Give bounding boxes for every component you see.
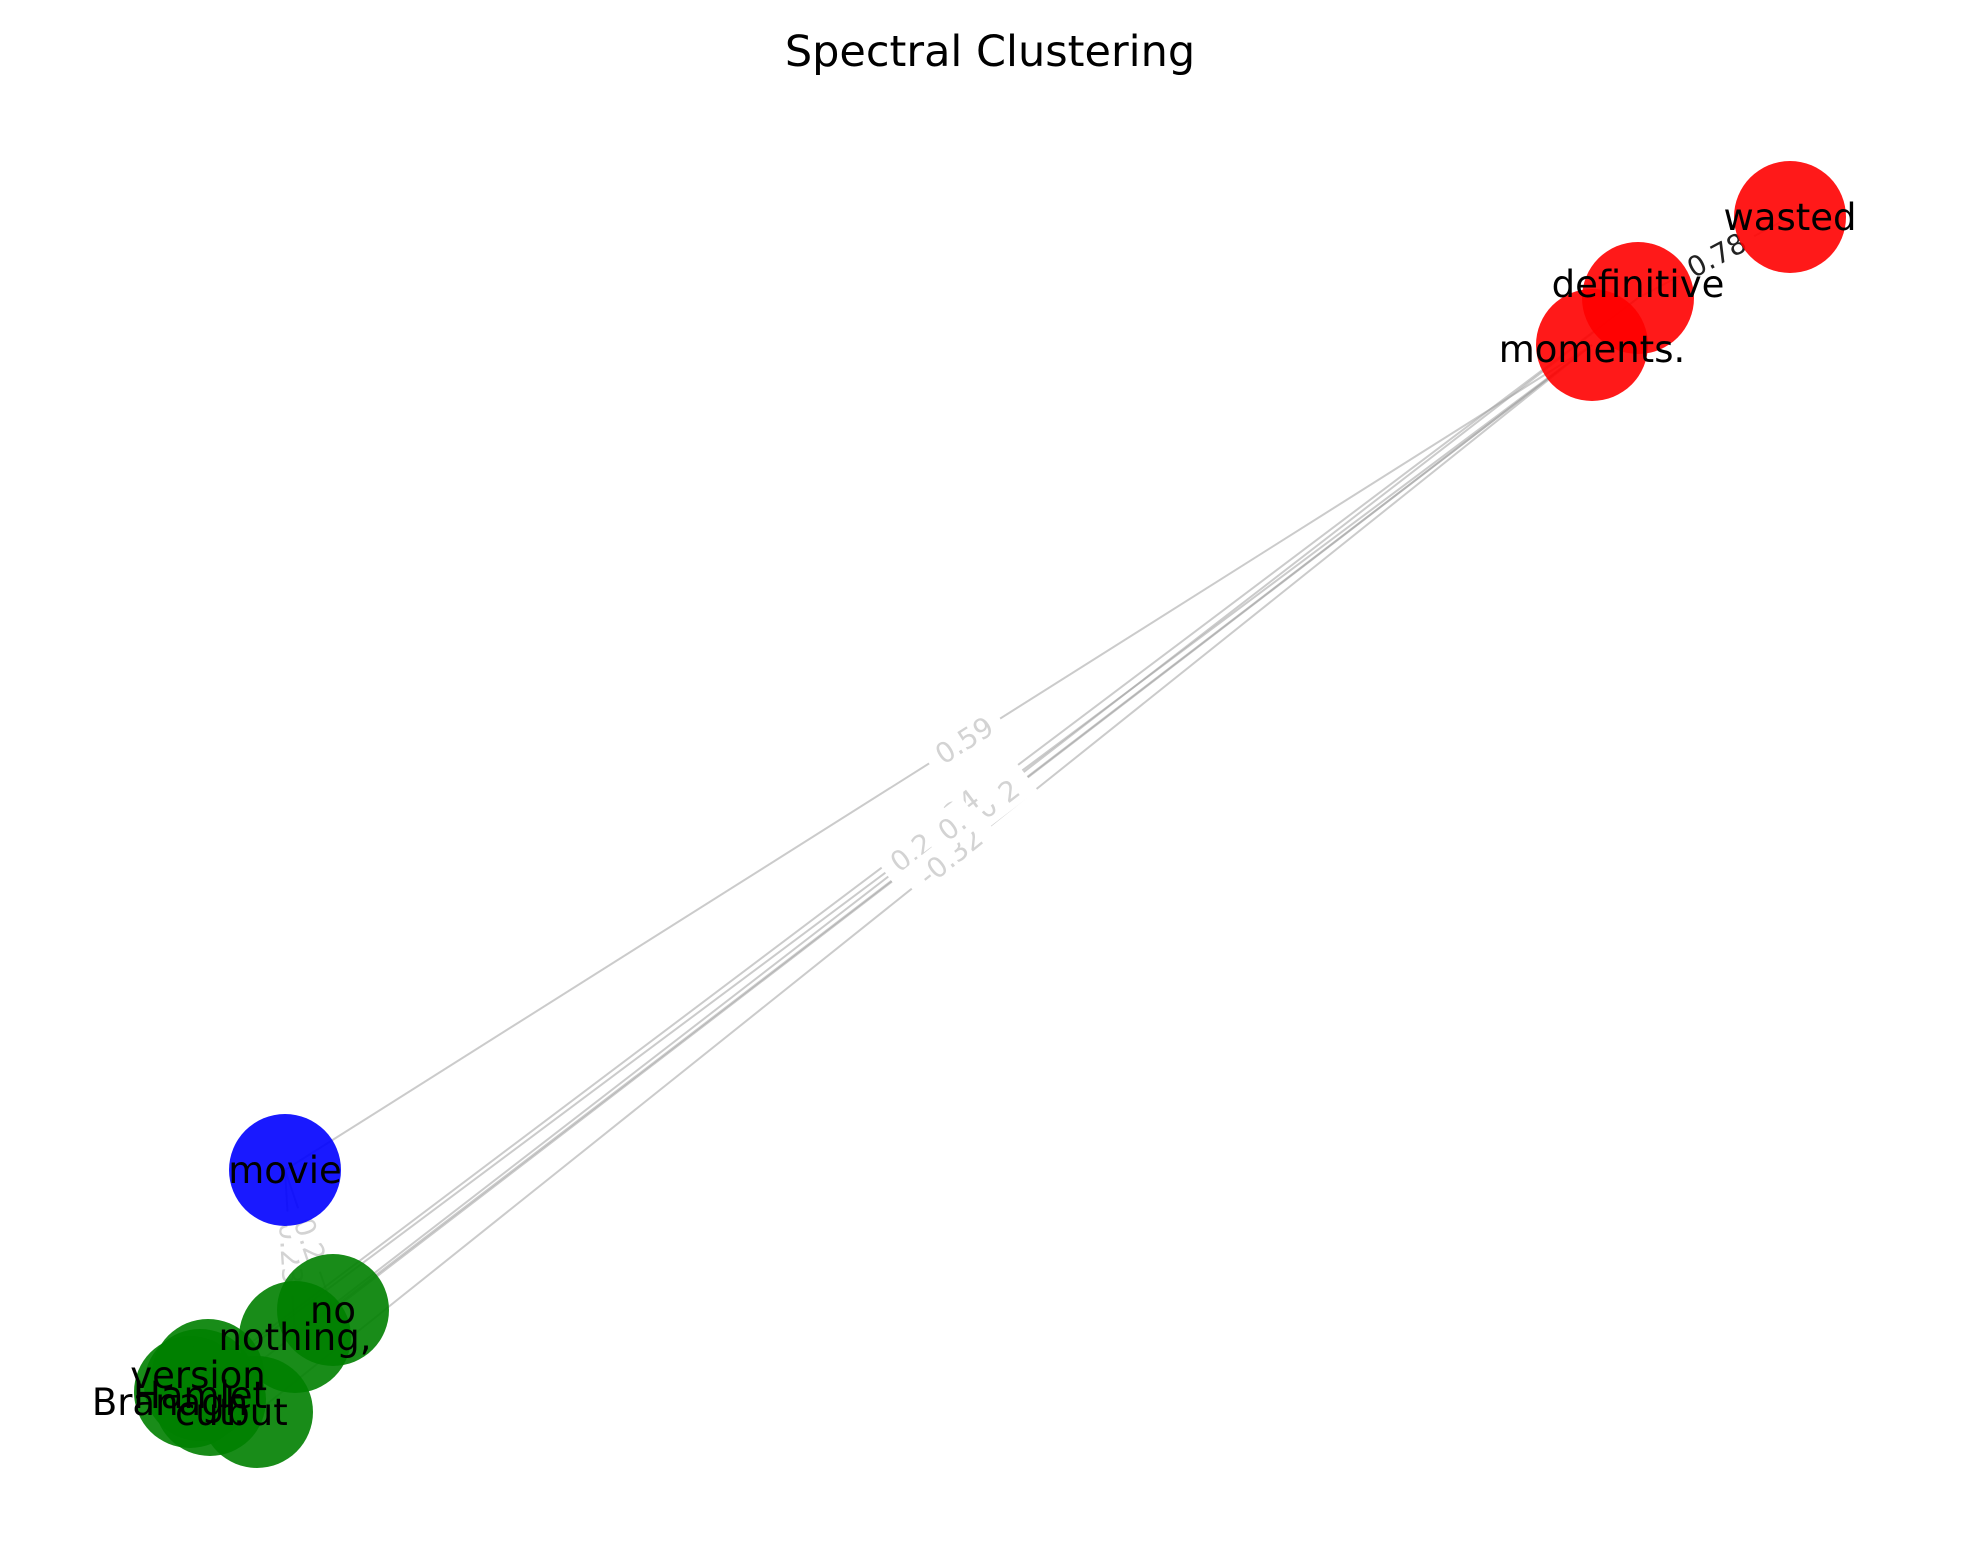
node-label-cut: cut. (175, 1391, 245, 1434)
node-label-but: but (226, 1391, 287, 1434)
nodes-layer (134, 161, 1846, 1468)
node-label-movie: movie (228, 1149, 342, 1192)
node-label-hamlet: Hamlet (133, 1374, 267, 1417)
chart-title: Spectral Clustering (785, 27, 1195, 77)
node-moments (1536, 289, 1648, 401)
node-label-no: no (310, 1289, 356, 1332)
node-wasted (1734, 161, 1846, 273)
edge-label-background (920, 795, 983, 855)
edge-label-group: 0.59 (918, 701, 1009, 777)
node-label-version: version (130, 1354, 266, 1397)
node-movie (229, 1114, 341, 1226)
node-label-branagh: Branagh (92, 1381, 248, 1424)
edge-label-background (918, 701, 1009, 777)
node-label-wasted: wasted (1724, 196, 1857, 239)
edge-label-background (899, 810, 1001, 902)
node-label-nothing: nothing, (218, 1316, 371, 1359)
node-label-definitive: definitive (1552, 263, 1725, 306)
node-labels-layer: wasted definitive moments. movie nonothing,v… (92, 196, 1857, 1434)
node-label-moments: moments. (1499, 328, 1685, 371)
node-but (201, 1356, 313, 1468)
